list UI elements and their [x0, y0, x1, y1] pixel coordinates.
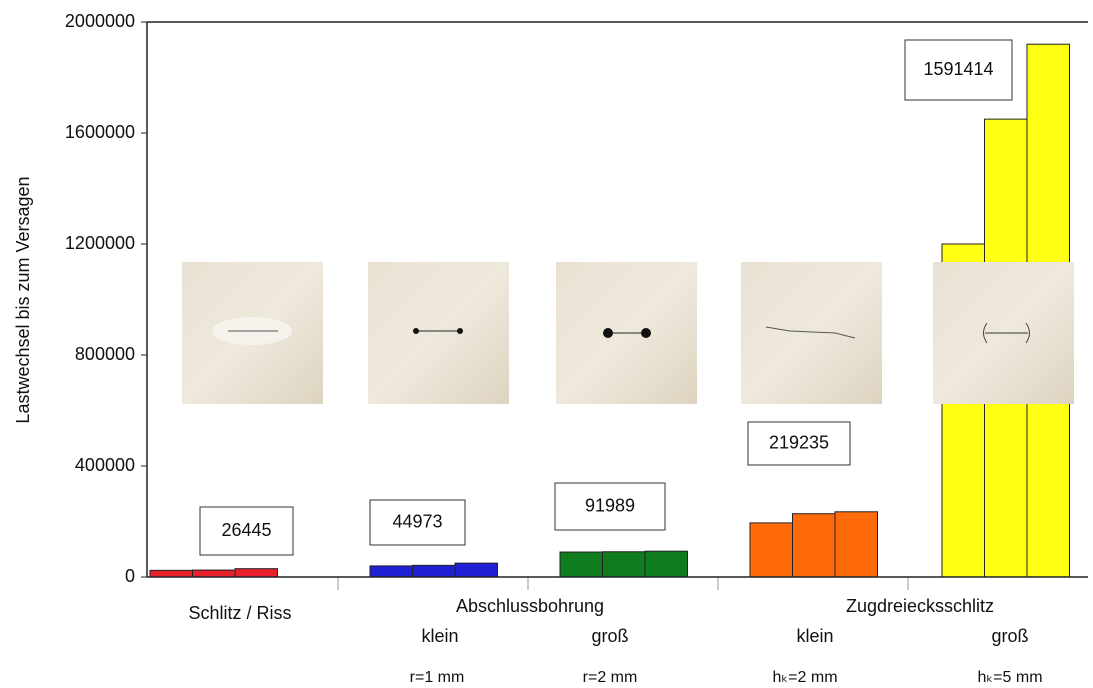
- means: 26445 44973 91989 219235 1591414: [199, 39, 1013, 556]
- mean-box: [369, 499, 466, 546]
- y-tick-label: 400000: [75, 455, 135, 475]
- y-tick-label: 1200000: [65, 233, 135, 253]
- mean-label: 26445: [221, 520, 271, 540]
- photo: [368, 262, 509, 404]
- photos: [182, 262, 1074, 404]
- x-label: Schlitz / Riss: [188, 603, 291, 623]
- x-labels: Schlitz / Riss Abschlussbohrung klein groß r…: [188, 596, 1042, 686]
- mean-box: [747, 421, 851, 466]
- bar: [369, 565, 413, 578]
- bar: [412, 564, 456, 578]
- x-label: Abschlussbohrung: [456, 596, 604, 616]
- x-label: groß: [591, 626, 628, 646]
- photo: [556, 262, 697, 404]
- x-label: hₖ=2 mm: [772, 669, 837, 686]
- x-label: Zugdreiecksschlitz: [846, 596, 994, 616]
- x-label: klein: [796, 626, 833, 646]
- bar: [234, 568, 278, 578]
- x-label: r=2 mm: [583, 669, 638, 686]
- photo: [741, 262, 882, 404]
- mean-box: [199, 506, 294, 556]
- y-axis-label: Lastwechsel bis zum Versagen: [13, 176, 33, 423]
- mean-label: 91989: [585, 495, 635, 515]
- bar: [149, 569, 193, 578]
- bar: [454, 562, 498, 578]
- bar: [792, 513, 836, 578]
- mean-label: 219235: [769, 432, 829, 452]
- photo: [933, 262, 1074, 404]
- bar: [749, 522, 793, 578]
- mean-box: [904, 39, 1013, 101]
- mean-label: 44973: [392, 511, 442, 531]
- photo: [182, 262, 323, 404]
- mean-box: [554, 482, 666, 531]
- x-label: r=1 mm: [410, 669, 465, 686]
- bar: [644, 550, 688, 578]
- y-tick-label: 2000000: [65, 11, 135, 31]
- bar: [559, 551, 603, 578]
- y-tick-label: 0: [125, 566, 135, 586]
- bar: [834, 511, 878, 578]
- x-label: klein: [421, 626, 458, 646]
- bar: [602, 551, 646, 578]
- x-label: hₖ=5 mm: [977, 669, 1042, 686]
- x-label: groß: [991, 626, 1028, 646]
- bar: [192, 569, 236, 578]
- y-tick-label: 800000: [75, 344, 135, 364]
- y-tick-label: 1600000: [65, 122, 135, 142]
- axes: 0 400000 800000 1200000 1600000 2000000: [65, 11, 1088, 590]
- mean-label: 1591414: [923, 59, 993, 79]
